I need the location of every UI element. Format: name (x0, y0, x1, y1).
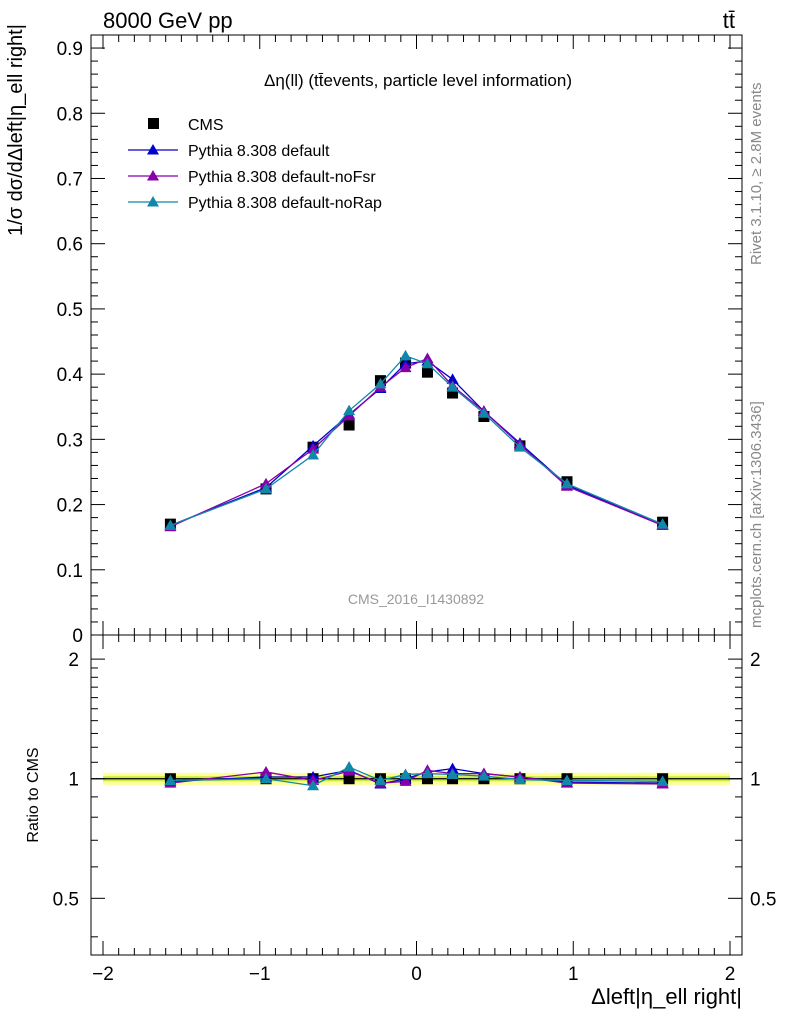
data-point-triangle (164, 519, 177, 530)
rivet-label: Rivet 3.1.10, ≥ 2.8M events (748, 83, 765, 266)
x-tick-label: 1 (568, 964, 579, 985)
data-point-triangle (343, 404, 356, 416)
y-tick-label: 0.9 (57, 39, 83, 60)
y-axis-title: 1/σ dσ/dΔleft|η_ell right| (5, 24, 27, 236)
ratio-series (164, 761, 669, 791)
data-point-triangle (399, 361, 412, 373)
main-series (164, 349, 669, 532)
x-tick-label: 0 (411, 964, 422, 985)
data-point-triangle (421, 357, 434, 369)
series-line (170, 355, 663, 527)
ratio-tick-label: 2 (68, 650, 79, 671)
plot-title: Δη(ll) (tt̄events, particle level inform… (264, 71, 572, 90)
legend-marker (147, 170, 159, 181)
x-axis-title: Δleft|η_ell right| (591, 984, 742, 1009)
data-point-triangle (260, 772, 273, 784)
data-point-triangle (374, 774, 387, 785)
series-line (170, 360, 663, 527)
y-tick-label: 0.6 (57, 235, 83, 256)
legend-label: CMS (188, 117, 224, 134)
data-point-triangle (260, 482, 273, 494)
legend-marker (148, 118, 159, 129)
y-axis-title-text: 1/σ dσ/dΔleft|η_ell right| (5, 24, 27, 236)
legend: CMS Pythia 8.308 default Pythia 8.308 defa… (128, 117, 382, 212)
data-point-triangle (560, 774, 573, 785)
data-point-triangle (656, 775, 669, 786)
data-point-triangle (307, 779, 320, 791)
data-point-triangle (164, 774, 177, 785)
ratio-tick-label-right: 2 (750, 650, 761, 671)
legend-marker (147, 144, 159, 155)
y-tick-label: 0.3 (57, 430, 83, 451)
y-tick-label: 0.4 (57, 365, 84, 386)
series-line (170, 769, 663, 785)
ratio-tick-label-right: 1 (750, 770, 761, 791)
data-point-triangle (477, 407, 490, 418)
data-point-square (421, 773, 433, 785)
data-point-square (421, 366, 433, 378)
data-point-triangle (260, 765, 273, 777)
process-label: tt̄ (723, 8, 735, 33)
y-tick-label: 0.7 (57, 169, 83, 190)
y-tick-label: 0.2 (57, 496, 83, 517)
data-point-triangle (343, 761, 356, 772)
site-label: mcplots.cern.ch [arXiv:1306.3436] (748, 401, 765, 628)
legend-label: Pythia 8.308 default-noFsr (188, 169, 376, 186)
y-tick-label: 0.1 (57, 561, 83, 582)
ratio-y-axis-title: Ratio to CMS (25, 747, 42, 842)
main-axis-ticks: 0 0.1 0.2 0.3 0.4 0.5 0.6 0.7 0.8 0.9 (57, 34, 742, 647)
data-point-triangle (446, 768, 459, 779)
y-tick-label: 0.5 (57, 300, 83, 321)
data-point-square (343, 419, 355, 431)
legend-marker (147, 196, 159, 207)
series-line (170, 357, 663, 528)
data-point-triangle (374, 377, 387, 389)
data-point-triangle (446, 381, 459, 392)
x-tick-label: 2 (725, 964, 736, 985)
data-point-triangle (307, 449, 320, 460)
data-point-triangle (513, 441, 526, 452)
ratio-tick-label-right: 0.5 (750, 889, 776, 910)
series-line (170, 766, 663, 787)
data-point-triangle (421, 767, 434, 779)
ratio-tick-label: 0.5 (53, 889, 79, 910)
ratio-frame (90, 634, 743, 956)
data-point-triangle (656, 518, 669, 529)
analysis-id: CMS_2016_I1430892 (348, 591, 484, 607)
x-tick-label: −2 (92, 964, 114, 985)
y-tick-label: 0 (72, 626, 83, 647)
data-point-square (447, 387, 459, 399)
legend-label: Pythia 8.308 default-noRap (188, 195, 382, 212)
x-tick-label: −1 (249, 964, 271, 985)
data-point-triangle (477, 770, 490, 781)
energy-label: 8000 GeV pp (103, 8, 233, 33)
data-point-triangle (513, 773, 526, 785)
data-point-triangle (399, 349, 412, 361)
data-point-triangle (446, 373, 459, 384)
legend-label: Pythia 8.308 default (188, 143, 330, 160)
data-point-square (343, 773, 355, 785)
data-point-triangle (560, 477, 573, 489)
data-point-triangle (399, 775, 412, 786)
y-tick-label: 0.8 (57, 104, 83, 125)
ratio-axis-ticks: 0.5 0.5 1 1 2 2 −2 −1 0 1 2 (53, 635, 776, 985)
ratio-tick-label: 1 (68, 770, 79, 791)
data-point-triangle (399, 768, 412, 779)
data-point-triangle (307, 774, 320, 785)
